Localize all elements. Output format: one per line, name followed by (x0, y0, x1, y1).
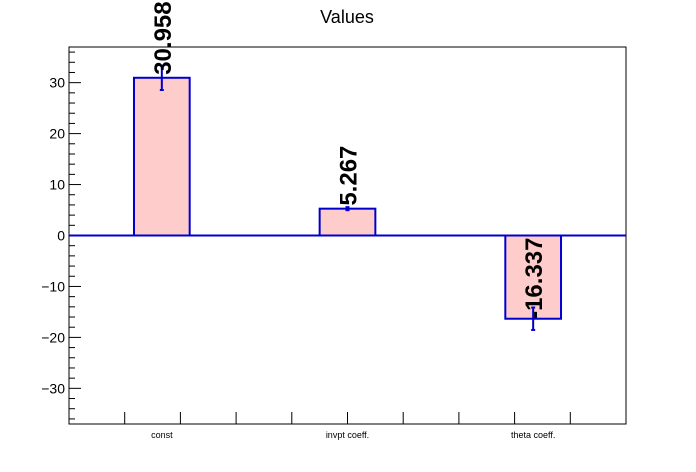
chart-title: Values (320, 7, 374, 27)
y-tick-label: 20 (49, 126, 65, 142)
y-tick-label: −20 (41, 329, 65, 345)
x-category-label: theta coeff. (511, 430, 555, 440)
y-tick-label: 30 (49, 75, 65, 91)
bar (504, 234, 563, 320)
y-tick-label: 10 (49, 177, 65, 193)
data-label: 5.267 (336, 146, 363, 206)
bars (69, 64, 626, 331)
y-tick-label: 0 (57, 228, 65, 244)
y-tick-label: −10 (41, 278, 65, 294)
data-labels: 30.958 5.267 -16.337 (150, 1, 548, 319)
x-axis: const invpt coeff. theta coeff. (124, 412, 571, 440)
bar (132, 76, 191, 237)
data-label: -16.337 (521, 238, 548, 319)
x-category-label: const (151, 430, 173, 440)
y-axis: −30 −20 −10 0 10 20 30 (41, 51, 81, 420)
bar (318, 207, 377, 237)
data-label: 30.958 (150, 1, 177, 74)
y-tick-label: −30 (41, 380, 65, 396)
x-category-label: invpt coeff. (326, 430, 369, 440)
